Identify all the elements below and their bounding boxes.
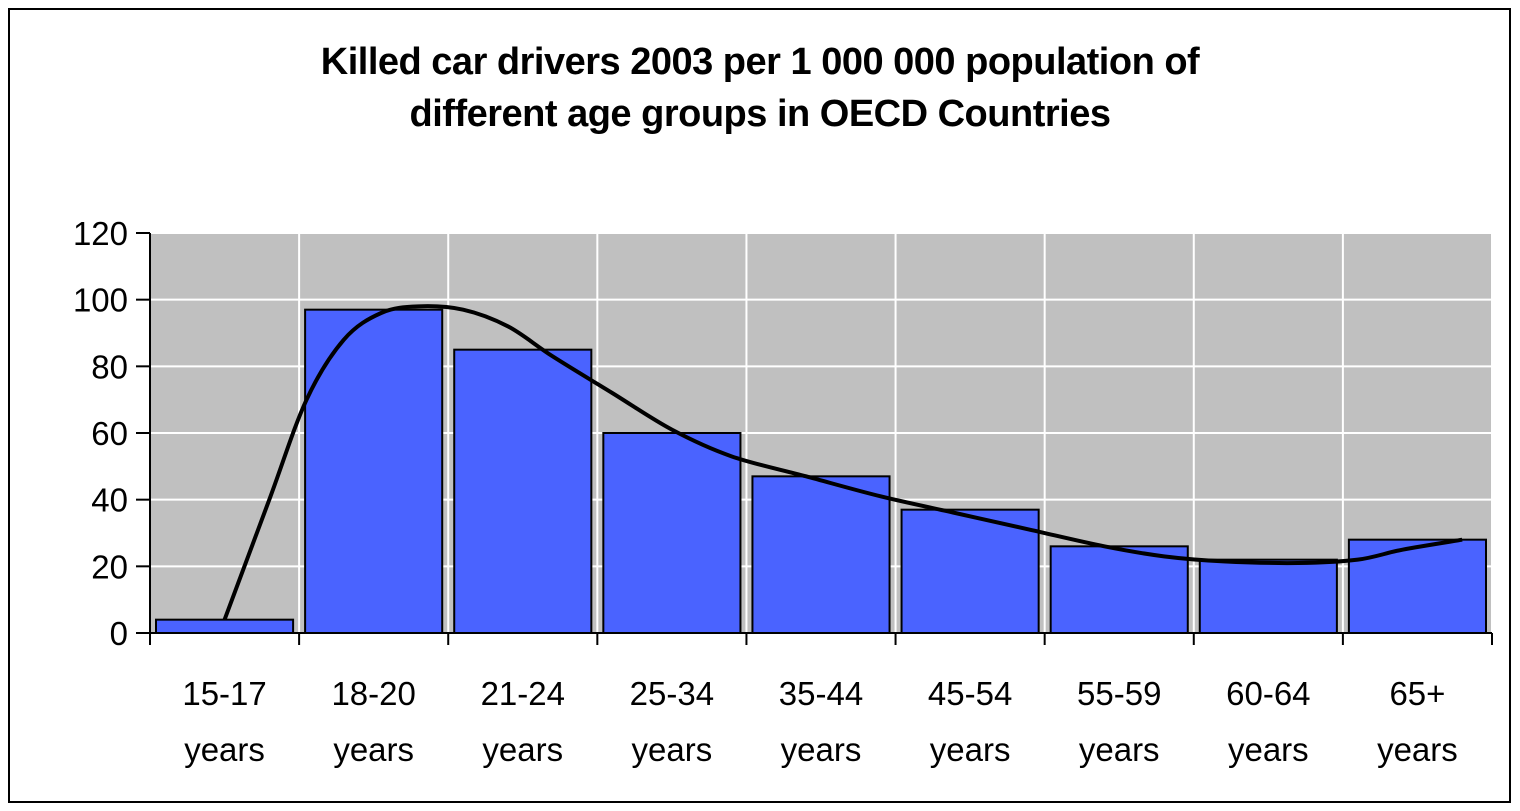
- bar: [1198, 558, 1338, 635]
- y-tick-label: 100: [73, 282, 128, 319]
- bar: [602, 432, 742, 634]
- x-tick-label: 18-20: [331, 675, 415, 712]
- x-tick-label: years: [1079, 731, 1160, 768]
- x-tick-label: 15-17: [182, 675, 266, 712]
- x-tick-label: years: [1377, 731, 1458, 768]
- y-tick-label: 40: [91, 482, 128, 519]
- y-tick-label: 0: [110, 615, 128, 652]
- x-tick-label: 45-54: [928, 675, 1012, 712]
- x-tick-label: 55-59: [1077, 675, 1161, 712]
- x-tick-label: years: [781, 731, 862, 768]
- trend-line: [222, 304, 1463, 621]
- x-tick-label: years: [333, 731, 414, 768]
- y-tick-label: 120: [73, 215, 128, 252]
- x-tick-label: years: [482, 731, 563, 768]
- y-tick-label: 20: [91, 548, 128, 585]
- x-tick-label: 25-34: [630, 675, 714, 712]
- bar: [453, 348, 593, 634]
- x-tick-label: years: [930, 731, 1011, 768]
- bar: [304, 308, 444, 634]
- axes-layer: [136, 232, 1493, 645]
- bar: [1049, 545, 1189, 634]
- x-tick-label: years: [184, 731, 265, 768]
- bar: [1347, 538, 1488, 635]
- bars-layer: [155, 308, 1488, 635]
- x-tick-label: years: [632, 731, 713, 768]
- chart-title: Killed car drivers 2003 per 1 000 000 po…: [0, 36, 1520, 140]
- x-tick-label: years: [1228, 731, 1309, 768]
- chart-title-line-1: Killed car drivers 2003 per 1 000 000 po…: [320, 41, 1200, 83]
- y-tick-label: 60: [91, 415, 128, 452]
- x-tick-label: 21-24: [481, 675, 565, 712]
- x-tick-label: 65+: [1389, 675, 1445, 712]
- labels-layer: 0 20 40 60 80 100 120 15-17 years 18-20 years 21-24…: [73, 215, 1458, 768]
- bar: [751, 475, 891, 635]
- bar: [155, 618, 295, 635]
- y-tick-label: 80: [91, 348, 128, 385]
- x-tick-label: 60-64: [1226, 675, 1310, 712]
- x-tick-label: 35-44: [779, 675, 863, 712]
- chart-title-line-2: different age groups in OECD Countries: [409, 93, 1111, 135]
- bar: [900, 508, 1040, 634]
